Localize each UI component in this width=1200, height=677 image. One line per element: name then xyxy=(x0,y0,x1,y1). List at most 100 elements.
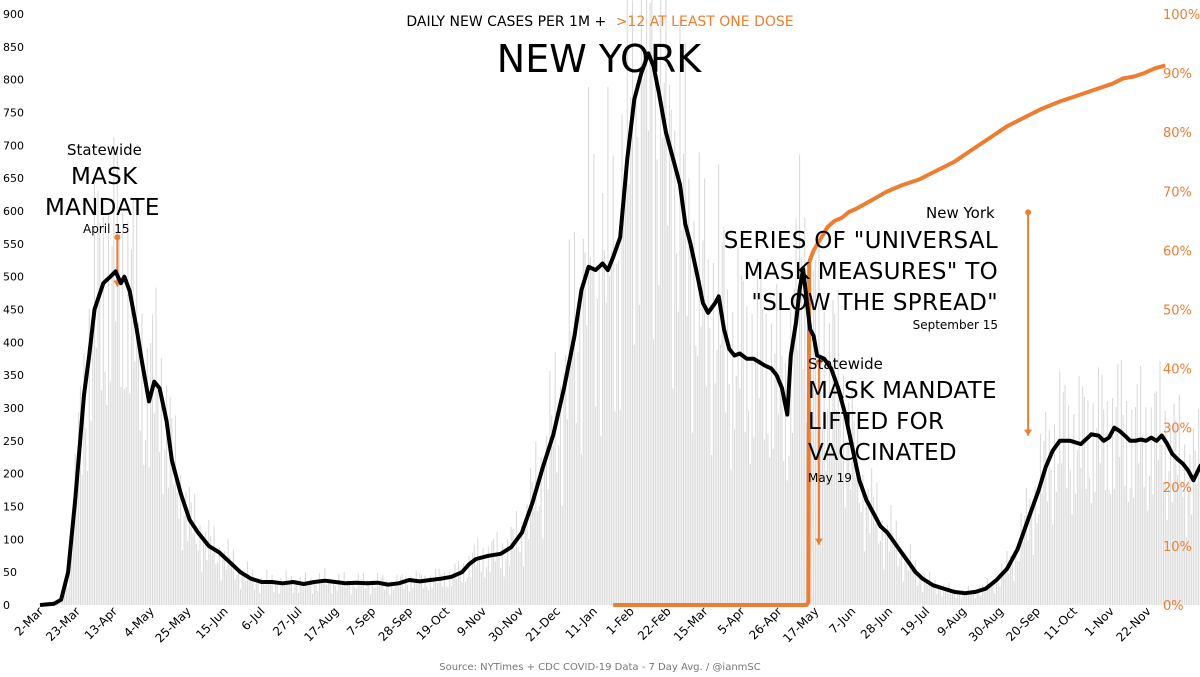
daily-case-bar xyxy=(188,486,190,605)
daily-case-bar xyxy=(647,130,649,606)
daily-case-bar xyxy=(331,593,333,605)
daily-case-bar xyxy=(714,383,716,605)
daily-case-bar xyxy=(1157,460,1159,605)
daily-case-bar xyxy=(435,568,437,605)
daily-case-bar xyxy=(310,578,312,605)
daily-case-bar xyxy=(973,589,975,605)
daily-case-bar xyxy=(841,453,843,605)
daily-case-bar xyxy=(1141,435,1143,605)
x-tick-label: 22-Nov xyxy=(1113,604,1153,644)
daily-case-bar xyxy=(515,510,518,605)
x-tick-label: 1-Nov xyxy=(1082,604,1117,639)
daily-case-bar xyxy=(540,457,542,605)
daily-case-bar xyxy=(992,579,994,605)
x-tick-label: 20-Sep xyxy=(1003,604,1043,644)
daily-case-bar xyxy=(355,588,358,605)
daily-case-bar xyxy=(885,528,887,605)
x-tick-label: 23-Mar xyxy=(43,604,83,644)
daily-case-bar xyxy=(477,538,479,605)
daily-case-bar xyxy=(862,474,864,605)
daily-case-bar xyxy=(252,569,254,605)
daily-case-bar xyxy=(760,275,762,605)
daily-case-bar xyxy=(559,387,561,605)
daily-case-bar xyxy=(709,327,711,605)
daily-case-bar xyxy=(93,182,96,605)
daily-case-bar xyxy=(904,552,906,605)
daily-case-bar xyxy=(614,411,616,605)
daily-case-bar xyxy=(508,565,510,605)
daily-case-bar xyxy=(1136,383,1138,605)
daily-case-bar xyxy=(547,489,549,605)
daily-case-bar xyxy=(83,352,85,605)
daily-case-bar xyxy=(925,579,927,605)
daily-case-bar xyxy=(871,467,873,605)
daily-case-bar xyxy=(306,585,308,605)
daily-case-bar xyxy=(679,19,681,605)
daily-case-bar xyxy=(929,571,931,605)
daily-case-bar xyxy=(1134,407,1136,605)
daily-case-bar xyxy=(482,547,484,605)
daily-case-bar xyxy=(589,257,591,605)
daily-case-bar xyxy=(581,453,583,605)
daily-case-bar xyxy=(661,137,663,605)
daily-case-bar xyxy=(607,86,609,605)
daily-case-bar xyxy=(88,308,90,605)
daily-case-bar xyxy=(704,178,706,606)
daily-case-bar xyxy=(178,518,180,605)
daily-case-bar xyxy=(932,584,934,605)
daily-case-bar xyxy=(130,249,132,605)
daily-case-bar xyxy=(1064,385,1066,605)
daily-case-bar xyxy=(698,152,700,605)
daily-case-bar xyxy=(1071,514,1073,605)
daily-case-bar xyxy=(315,584,317,605)
daily-case-bar xyxy=(1120,359,1122,605)
daily-case-bar xyxy=(688,178,690,605)
daily-case-bar xyxy=(656,159,658,605)
daily-case-bar xyxy=(821,427,823,605)
chart-title: NEW YORK xyxy=(497,37,703,81)
daily-case-bar xyxy=(195,543,198,605)
x-tick-label: 17-May xyxy=(780,604,821,645)
daily-case-bar xyxy=(651,0,653,606)
daily-case-bar xyxy=(243,571,245,605)
daily-case-bar xyxy=(401,574,403,605)
daily-case-bar xyxy=(132,198,134,606)
daily-case-bar xyxy=(1057,463,1059,605)
left-tick-label: 850 xyxy=(3,41,24,54)
daily-case-bar xyxy=(442,586,444,605)
daily-case-bar xyxy=(245,580,247,605)
daily-case-bar xyxy=(421,574,423,605)
right-tick-label: 50% xyxy=(1163,304,1192,319)
daily-case-bar xyxy=(758,398,760,605)
daily-case-bar xyxy=(1045,411,1047,605)
daily-case-bar xyxy=(1185,537,1187,605)
daily-case-bar xyxy=(206,559,208,605)
daily-case-bar xyxy=(239,589,241,605)
daily-case-bar xyxy=(1006,550,1008,605)
daily-case-bar xyxy=(802,368,804,605)
daily-case-bar xyxy=(371,580,373,605)
daily-case-bar xyxy=(864,551,866,605)
daily-case-bar xyxy=(294,582,296,605)
daily-case-bar xyxy=(916,585,918,605)
daily-case-bar xyxy=(767,433,769,605)
daily-case-bar xyxy=(498,556,500,605)
daily-case-bar xyxy=(857,412,859,605)
daily-case-bar xyxy=(164,449,166,605)
daily-case-bar xyxy=(538,506,540,605)
daily-case-bar xyxy=(1115,406,1117,605)
daily-case-bar xyxy=(1048,429,1050,605)
subtitle-cases: DAILY NEW CASES PER 1M + xyxy=(406,14,606,30)
daily-case-bar xyxy=(501,543,503,605)
daily-case-bar xyxy=(1025,488,1027,605)
right-tick-label: 10% xyxy=(1163,540,1192,555)
x-tick-label: 11-Oct xyxy=(1041,604,1080,643)
daily-case-bar xyxy=(141,313,143,605)
daily-case-bar xyxy=(428,590,430,605)
x-tick-label: 5-Apr xyxy=(715,604,748,637)
x-tick-label: 28-Jun xyxy=(858,604,895,641)
daily-case-bar xyxy=(146,348,148,605)
daily-case-bar xyxy=(844,507,846,605)
